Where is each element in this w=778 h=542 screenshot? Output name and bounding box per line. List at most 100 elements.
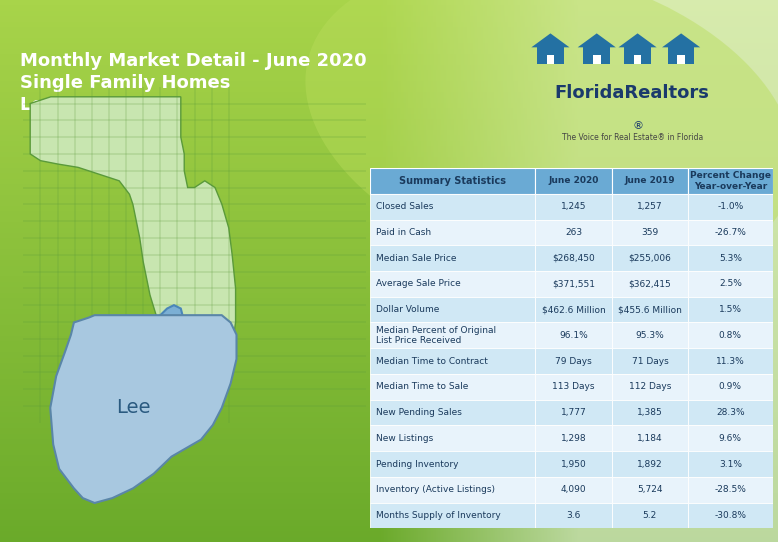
Polygon shape (51, 315, 237, 503)
Bar (535, 425, 612, 451)
Text: -26.7%: -26.7% (714, 228, 746, 237)
Text: 263: 263 (565, 228, 582, 237)
Bar (370, 220, 535, 245)
Bar (612, 348, 688, 374)
Bar (370, 477, 535, 503)
Text: ®: ® (632, 121, 643, 131)
Bar (370, 322, 535, 348)
Text: Lee County: Lee County (20, 96, 134, 114)
Bar (612, 399, 688, 425)
Bar (370, 245, 535, 271)
Bar (370, 168, 535, 194)
Polygon shape (547, 55, 554, 64)
Text: 5.3%: 5.3% (719, 254, 741, 263)
Text: 1.5%: 1.5% (719, 305, 741, 314)
Text: Months Supply of Inventory: Months Supply of Inventory (377, 511, 501, 520)
Bar (370, 451, 535, 477)
Bar (688, 245, 773, 271)
Text: 1,298: 1,298 (561, 434, 587, 443)
Text: $371,551: $371,551 (552, 279, 595, 288)
Text: New Listings: New Listings (377, 434, 433, 443)
Bar (612, 425, 688, 451)
Text: $268,450: $268,450 (552, 254, 595, 263)
Text: Median Percent of Original
List Price Received: Median Percent of Original List Price Re… (377, 326, 496, 345)
Polygon shape (531, 34, 569, 47)
Polygon shape (678, 55, 685, 64)
Text: Average Sale Price: Average Sale Price (377, 279, 461, 288)
Polygon shape (619, 34, 657, 47)
Text: June 2020: June 2020 (548, 176, 598, 185)
Text: June 2019: June 2019 (625, 176, 675, 185)
Text: 113 Days: 113 Days (552, 382, 594, 391)
Text: 1,950: 1,950 (561, 460, 587, 469)
Polygon shape (624, 46, 651, 64)
Text: 3.1%: 3.1% (719, 460, 741, 469)
Text: Median Time to Sale: Median Time to Sale (377, 382, 468, 391)
Bar (612, 374, 688, 399)
Bar (535, 220, 612, 245)
Text: 0.8%: 0.8% (719, 331, 741, 340)
Text: The Voice for Real Estate® in Florida: The Voice for Real Estate® in Florida (562, 133, 703, 142)
Text: 96.1%: 96.1% (559, 331, 588, 340)
Bar (688, 220, 773, 245)
Text: 11.3%: 11.3% (716, 357, 745, 366)
Text: $462.6 Million: $462.6 Million (541, 305, 605, 314)
Text: 79 Days: 79 Days (555, 357, 592, 366)
Bar (535, 399, 612, 425)
Bar (688, 477, 773, 503)
Bar (370, 348, 535, 374)
Text: Closed Sales: Closed Sales (377, 202, 434, 211)
Bar (535, 477, 612, 503)
Text: 0.9%: 0.9% (719, 382, 741, 391)
Bar (535, 348, 612, 374)
Text: $362,415: $362,415 (629, 279, 671, 288)
Bar (612, 220, 688, 245)
Bar (612, 245, 688, 271)
Text: 2.5%: 2.5% (719, 279, 741, 288)
Bar (535, 374, 612, 399)
Bar (535, 451, 612, 477)
Bar (535, 503, 612, 528)
Text: 1,257: 1,257 (637, 202, 663, 211)
Bar (612, 193, 688, 220)
Text: New Pending Sales: New Pending Sales (377, 408, 462, 417)
Bar (535, 322, 612, 348)
Text: 71 Days: 71 Days (632, 357, 668, 366)
Text: Median Time to Contract: Median Time to Contract (377, 357, 489, 366)
Text: 95.3%: 95.3% (636, 331, 664, 340)
Polygon shape (584, 46, 610, 64)
Text: 112 Days: 112 Days (629, 382, 671, 391)
Text: 1,385: 1,385 (637, 408, 663, 417)
Text: 3.6: 3.6 (566, 511, 580, 520)
Text: Lee: Lee (116, 398, 150, 417)
Bar (688, 399, 773, 425)
Bar (370, 399, 535, 425)
Polygon shape (634, 55, 641, 64)
Polygon shape (668, 46, 695, 64)
Bar (612, 322, 688, 348)
Bar (688, 271, 773, 297)
Text: -30.8%: -30.8% (714, 511, 746, 520)
Text: 1,245: 1,245 (561, 202, 586, 211)
Bar (370, 271, 535, 297)
Text: 359: 359 (641, 228, 658, 237)
Bar (688, 348, 773, 374)
Text: $255,006: $255,006 (629, 254, 671, 263)
Text: Paid in Cash: Paid in Cash (377, 228, 432, 237)
Bar (535, 271, 612, 297)
Text: 28.3%: 28.3% (716, 408, 745, 417)
Bar (688, 451, 773, 477)
Text: 1,184: 1,184 (637, 434, 663, 443)
Text: 1,777: 1,777 (561, 408, 587, 417)
Text: 5.2: 5.2 (643, 511, 657, 520)
Text: Monthly Market Detail - June 2020: Monthly Market Detail - June 2020 (20, 52, 366, 70)
Ellipse shape (306, 0, 778, 281)
Bar (688, 374, 773, 399)
Bar (688, 503, 773, 528)
Bar (688, 297, 773, 322)
Polygon shape (662, 34, 700, 47)
Bar (370, 297, 535, 322)
Bar (612, 503, 688, 528)
Bar (370, 425, 535, 451)
Text: Pending Inventory: Pending Inventory (377, 460, 459, 469)
